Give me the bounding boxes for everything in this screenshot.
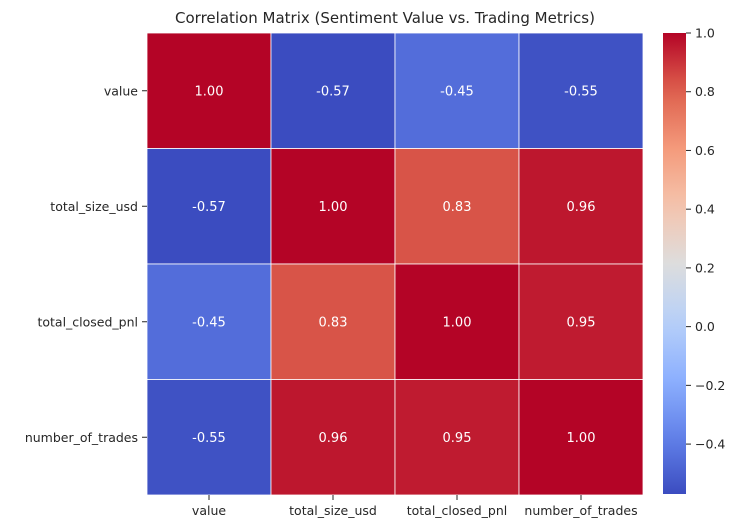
x-tick-label: total_size_usd	[289, 503, 377, 518]
cell-value-label: 1.00	[443, 315, 472, 330]
cell-value-label: 0.96	[567, 200, 596, 215]
colorbar-tick-label: 0.0	[695, 319, 715, 334]
heatmap-cells: 1.00 -0.57 -0.45 -0.55 -0.57 1.00 0.83 0.96 -0.4…	[146, 32, 644, 496]
heatmap-cell	[146, 32, 272, 149]
cell-value-label: 0.83	[319, 315, 348, 330]
heatmap-cell	[270, 379, 396, 496]
chart-title: Correlation Matrix (Sentiment Value vs. …	[175, 9, 595, 27]
y-tick-label: total_size_usd	[50, 199, 138, 214]
heatmap-cell	[394, 148, 520, 265]
y-axis-labels: value total_size_usd total_closed_pnlnumbe…	[25, 83, 147, 445]
y-tick-label: number_of_trades	[25, 430, 138, 445]
colorbar	[663, 33, 686, 494]
cell-value-label: 0.95	[567, 315, 596, 330]
y-tick-label: value	[104, 83, 138, 98]
cell-value-label: 0.95	[443, 431, 472, 446]
cell-value-label: -0.57	[316, 84, 350, 99]
colorbar-gradient	[663, 33, 686, 494]
heatmap-cell	[146, 148, 272, 265]
colorbar-tick-label: 0.6	[695, 143, 715, 158]
heatmap-cell	[518, 263, 644, 380]
heatmap-cell	[518, 148, 644, 265]
cell-value-label: 1.00	[319, 200, 348, 215]
cell-value-label: -0.55	[564, 84, 598, 99]
heatmap-cell	[518, 32, 644, 149]
x-tick-label: value	[192, 503, 226, 518]
heatmap-cell	[270, 148, 396, 265]
colorbar-tick-label: 0.8	[695, 84, 715, 99]
colorbar-tick-label: −0.4	[695, 437, 725, 452]
cell-value-label: 0.96	[319, 431, 348, 446]
cell-value-label: -0.55	[192, 431, 226, 446]
heatmap-cell	[146, 379, 272, 496]
colorbar-tick-label: 0.4	[695, 202, 715, 217]
x-tick-label: number_of_trades	[524, 503, 637, 518]
heatmap-cell	[270, 32, 396, 149]
cell-value-label: 1.00	[195, 84, 224, 99]
heatmap-cell	[518, 379, 644, 496]
x-tick-label: total_closed_pnl	[407, 503, 508, 518]
colorbar-ticks: 1.0 0.8 0.6 0.4 0.2 0.0 −0.2 −0.4	[686, 26, 725, 452]
cell-value-label: 1.00	[567, 431, 596, 446]
heatmap-cell	[394, 32, 520, 149]
colorbar-tick-label: 0.2	[695, 260, 715, 275]
colorbar-tick-label: −0.2	[695, 378, 725, 393]
heatmap-cell	[270, 263, 396, 380]
colorbar-tick-label: 1.0	[695, 26, 715, 41]
cell-value-label: 0.83	[443, 200, 472, 215]
y-tick-label: total_closed_pnl	[37, 314, 138, 329]
cell-value-label: -0.57	[192, 200, 226, 215]
cell-value-label: -0.45	[440, 84, 474, 99]
heatmap-cell	[394, 379, 520, 496]
x-axis-labels: value total_size_usd total_closed_pnl numbe…	[192, 495, 638, 518]
cell-value-label: -0.45	[192, 315, 226, 330]
